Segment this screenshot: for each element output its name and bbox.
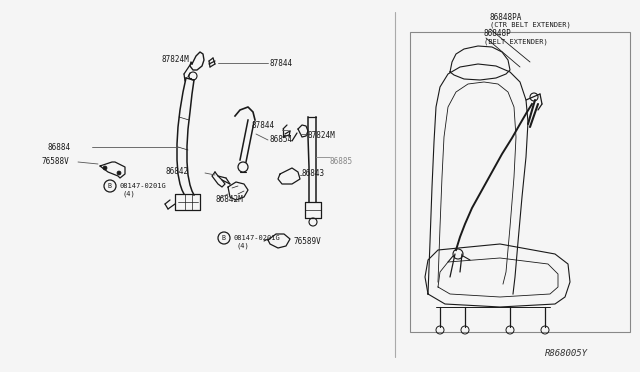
Text: 86842: 86842 — [165, 167, 188, 176]
Circle shape — [117, 171, 121, 175]
Text: B: B — [222, 235, 226, 241]
Text: 86848P: 86848P — [484, 29, 512, 38]
Text: 87824M: 87824M — [308, 131, 336, 140]
Text: 08147-0201G: 08147-0201G — [234, 235, 281, 241]
Text: B: B — [108, 183, 112, 189]
Text: 87824M: 87824M — [162, 55, 189, 64]
Text: 86884: 86884 — [48, 142, 71, 151]
Text: 87844: 87844 — [270, 58, 293, 67]
Text: 86854: 86854 — [270, 135, 293, 144]
Circle shape — [103, 166, 107, 170]
Text: 86842M: 86842M — [215, 196, 243, 205]
Text: (CTR BELT EXTENDER): (CTR BELT EXTENDER) — [490, 22, 571, 28]
Text: 86885: 86885 — [330, 157, 353, 167]
Bar — [410, 32, 630, 332]
Text: 87844: 87844 — [252, 121, 275, 129]
Text: 76589V: 76589V — [294, 237, 322, 246]
Text: (4): (4) — [122, 191, 135, 197]
Text: 86843: 86843 — [302, 170, 325, 179]
Text: 86848PA: 86848PA — [490, 13, 522, 22]
Text: 76588V: 76588V — [42, 157, 70, 167]
Text: (4): (4) — [236, 243, 249, 249]
Text: 08147-0201G: 08147-0201G — [120, 183, 167, 189]
Text: (BELT EXTENDER): (BELT EXTENDER) — [484, 39, 548, 45]
Text: R868005Y: R868005Y — [545, 350, 588, 359]
